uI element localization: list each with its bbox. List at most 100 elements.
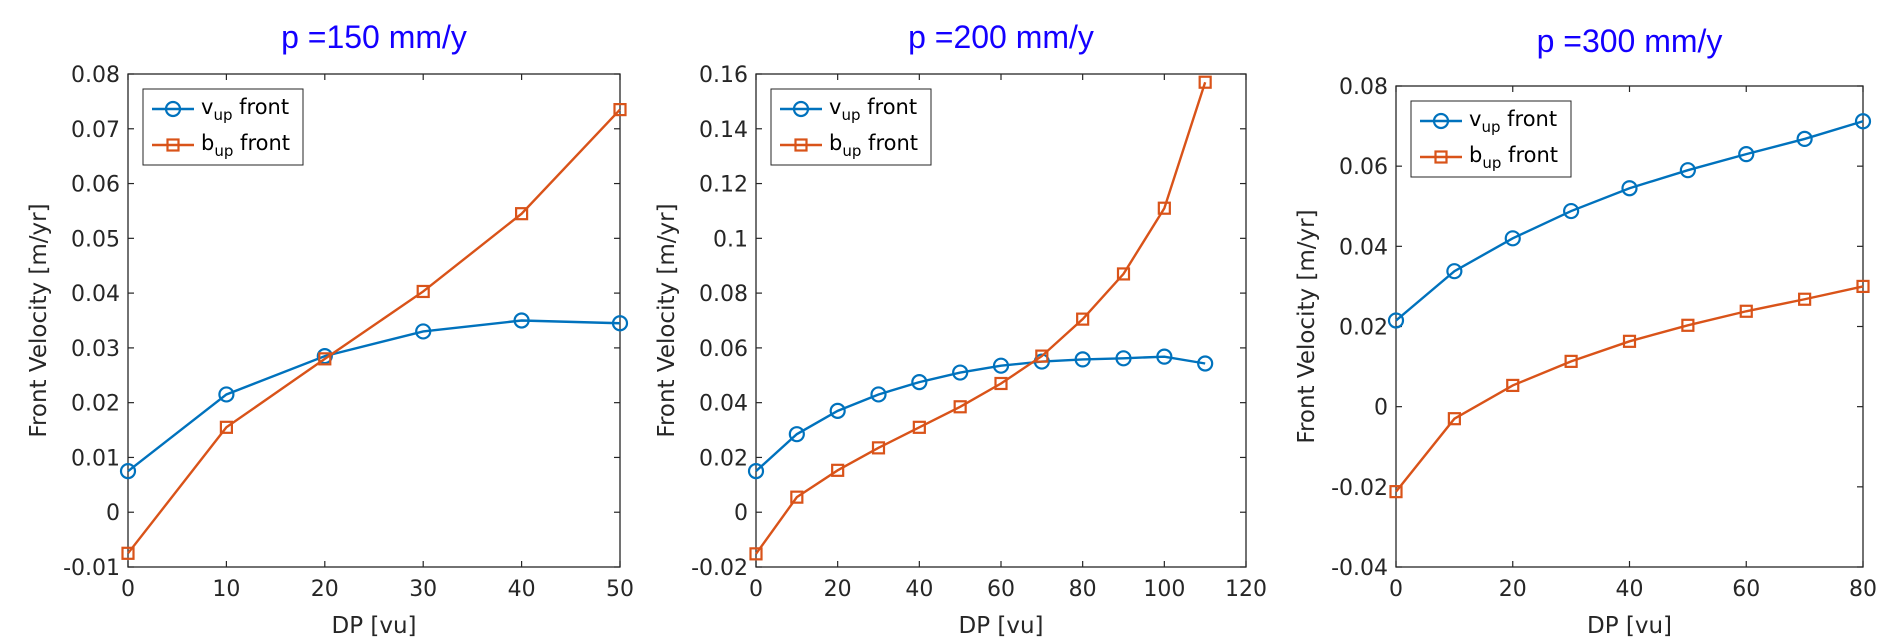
x-axis-label: DP [vu] — [958, 613, 1043, 638]
data-point — [316, 348, 333, 365]
series-b-up — [121, 103, 627, 560]
legend-label-subscript: up — [214, 142, 233, 160]
data-point — [790, 490, 804, 504]
x-tick-label: 20 — [824, 577, 852, 602]
legend-label-subscript: up — [213, 106, 232, 124]
legend-label-subscript: up — [1482, 154, 1501, 172]
data-point — [1798, 292, 1812, 306]
x-tick-label: 50 — [606, 577, 634, 602]
legend-label-suffix: front — [233, 131, 290, 155]
data-point — [912, 420, 926, 434]
y-tick-label: 0.07 — [71, 118, 120, 143]
data-point — [1622, 334, 1637, 348]
series-line — [1395, 285, 1864, 493]
y-tick-label: 0.02 — [1339, 316, 1388, 341]
data-point — [1035, 349, 1049, 363]
legend-marker — [166, 138, 180, 152]
y-tick-label: 0 — [106, 501, 120, 526]
data-point — [1115, 350, 1132, 367]
chart-title: p =200 mm/y — [908, 19, 1094, 55]
data-point — [747, 463, 765, 480]
legend-label-subscript: up — [1481, 118, 1500, 136]
data-point — [219, 420, 233, 434]
data-point — [611, 315, 629, 332]
legend-label-main: b — [201, 131, 214, 155]
legend-marker — [792, 100, 810, 118]
y-tick-label: 0.08 — [71, 63, 120, 88]
legend-label-suffix: front — [861, 131, 918, 155]
x-tick-label: 80 — [1069, 577, 1097, 602]
legend-marker — [1432, 112, 1450, 130]
data-point — [318, 352, 332, 366]
legend-label-subscript: up — [842, 142, 861, 160]
chart-1: p =150 mm/y0 10 20 30 40 50-0.0100.010.020.03… — [26, 19, 634, 638]
data-point — [1197, 355, 1214, 372]
legend-label-main: v — [829, 95, 841, 119]
chart-title: p =300 mm/y — [1537, 23, 1723, 59]
data-point — [613, 103, 627, 117]
legend-label: bup front — [201, 131, 290, 160]
legend-marker — [164, 100, 182, 118]
x-tick-label: 60 — [987, 577, 1015, 602]
legend-label-main: b — [829, 131, 842, 155]
series-line — [755, 81, 1207, 555]
data-point — [416, 284, 430, 299]
data-point — [994, 376, 1008, 391]
legend-item-b-up: bup front — [780, 131, 918, 160]
data-point — [1198, 75, 1212, 89]
data-point — [1739, 304, 1753, 318]
data-point — [1157, 201, 1171, 215]
data-point — [749, 547, 763, 561]
series-line — [1395, 120, 1864, 322]
data-point — [121, 546, 135, 560]
x-tick-label: 20 — [1499, 577, 1527, 602]
y-tick-label: 0.03 — [71, 337, 120, 362]
x-tick-label: 40 — [508, 577, 536, 602]
y-tick-label: 0.01 — [71, 446, 120, 471]
legend-label: vup front — [201, 95, 289, 124]
data-point — [1156, 348, 1173, 365]
legend-label: bup front — [1469, 143, 1558, 172]
y-tick-label: 0.12 — [699, 173, 748, 198]
data-point — [514, 207, 529, 221]
data-point — [1076, 312, 1090, 326]
data-point — [952, 364, 969, 381]
x-tick-label: 0 — [1389, 577, 1403, 602]
legend-item-v-up: vup front — [780, 95, 917, 124]
series-v-up — [747, 348, 1214, 480]
data-point — [1506, 378, 1520, 393]
x-axis-label: DP [vu] — [1587, 613, 1672, 638]
chart-3: p =300 mm/y 0 20 40 60 80 -0.04 -0.02 0 0.02 0.04 0… — [1294, 23, 1877, 638]
legend-item-v-up: vup front — [1420, 107, 1557, 136]
y-axis-label: Front Velocity [m/yr] — [654, 203, 680, 437]
y-tick-label: 0.06 — [1339, 155, 1388, 180]
data-point — [1796, 130, 1813, 148]
x-tick-label: 0 — [121, 577, 135, 602]
x-tick-label: 30 — [409, 577, 437, 602]
series-b-up — [1389, 279, 1870, 499]
data-point — [1389, 485, 1403, 499]
x-tick-label: 60 — [1732, 577, 1760, 602]
data-point — [218, 386, 235, 403]
x-tick-label: 100 — [1143, 577, 1185, 602]
y-tick-label: 0.04 — [1339, 235, 1388, 260]
series-b-up — [749, 75, 1212, 561]
y-axis-label: Front Velocity [m/yr] — [1294, 209, 1320, 443]
series-line — [127, 319, 621, 473]
y-tick-label: 0.14 — [699, 118, 748, 143]
y-axis-label: Front Velocity [m/yr] — [26, 203, 52, 437]
y-tick-label: 0.06 — [71, 173, 120, 198]
legend-label-suffix: front — [860, 95, 917, 119]
data-point — [1738, 146, 1755, 163]
series-v-up — [1387, 113, 1872, 329]
x-tick-label: 40 — [905, 577, 933, 602]
x-tick-label: 120 — [1225, 577, 1267, 602]
legend-label: vup front — [829, 95, 917, 124]
y-tick-label: -0.02 — [1331, 476, 1388, 501]
legend-marker — [1434, 150, 1448, 164]
data-point — [1387, 312, 1405, 329]
data-point — [953, 400, 967, 414]
data-point — [1447, 412, 1461, 426]
x-axis-label: DP [vu] — [331, 613, 416, 638]
